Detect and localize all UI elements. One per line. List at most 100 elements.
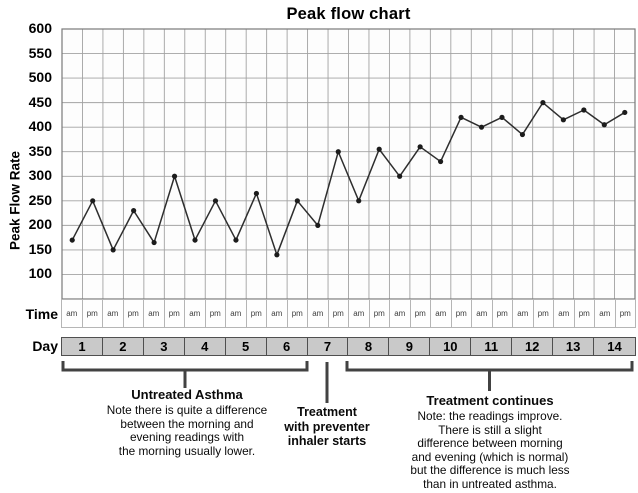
- data-point-marker: [151, 239, 157, 246]
- data-point-marker: [376, 146, 382, 152]
- data-point-marker: [212, 198, 219, 204]
- untreated-asthma-body: Note there is quite a difference between …: [62, 403, 312, 458]
- time-cell: pm: [82, 299, 103, 328]
- annotation-line: Note there is quite a difference: [106, 403, 268, 417]
- y-tick-label: 450: [28, 93, 52, 110]
- day-cell: 12: [512, 338, 554, 355]
- treatment-continues-heading: Treatment continues: [426, 393, 554, 408]
- annotation-line: Treatment: [297, 405, 357, 419]
- preventer-inhaler-note: Treatment with preventer inhaler starts: [262, 405, 392, 449]
- time-cell: pm: [615, 299, 636, 328]
- data-point-marker: [335, 149, 341, 155]
- time-cell: pm: [533, 299, 554, 328]
- time-cell: pm: [287, 299, 308, 328]
- time-cell: pm: [205, 299, 226, 328]
- time-cell: pm: [451, 299, 472, 328]
- day-cell: 3: [143, 338, 185, 355]
- annotation-line: with preventer: [284, 419, 370, 434]
- time-row: am pm am pm am pm am pm am pm am pm am pm am pm am pm am pm…: [61, 299, 636, 328]
- annotation-line: than in untreated asthma.: [423, 476, 557, 491]
- data-point-marker: [519, 131, 526, 138]
- data-point-marker: [90, 198, 96, 204]
- day-cell: 4: [184, 338, 226, 355]
- y-tick-label: 300: [28, 167, 52, 184]
- data-point-marker: [233, 237, 239, 243]
- data-point-marker: [437, 158, 444, 165]
- continues-bracket: [345, 361, 634, 372]
- time-cell: pm: [164, 299, 185, 328]
- time-cell: am: [103, 299, 124, 328]
- time-cell: am: [390, 299, 411, 328]
- day-row: 1 2 3 4 5 6 7 8 9 10 11 12 13 14: [61, 337, 636, 356]
- treatment-continues-body: Note: the readings improve. There is stil…: [362, 409, 618, 492]
- time-cell: am: [185, 299, 206, 328]
- y-axis-labels: 600 550 500 450 400 350 300 250 200 150 100: [0, 0, 57, 310]
- annotation-line: between the morning and: [120, 416, 254, 431]
- annotation-line: There is still a slight: [438, 422, 542, 437]
- peak-flow-line: [71, 101, 626, 256]
- y-tick-label: 400: [28, 118, 52, 135]
- data-point-marker: [417, 144, 423, 150]
- data-point-marker: [601, 122, 607, 128]
- data-point-marker: [478, 124, 485, 130]
- y-tick-label: 600: [28, 20, 52, 36]
- time-cell: am: [513, 299, 534, 328]
- day-cell: 14: [594, 338, 635, 355]
- data-point-marker: [171, 173, 178, 179]
- day-cell: 5: [225, 338, 267, 355]
- annotation-line: the morning usually lower.: [118, 443, 256, 458]
- data-point-marker: [253, 190, 260, 197]
- data-point-marker: [499, 114, 505, 120]
- day-cell: 8: [348, 338, 390, 355]
- day-cell: 1: [62, 338, 103, 355]
- time-cell: am: [226, 299, 247, 328]
- time-cell: am: [554, 299, 575, 328]
- time-cell: am: [62, 299, 83, 328]
- preventer-inhaler-body: Treatment with preventer inhaler starts: [262, 405, 392, 449]
- untreated-asthma-note: Untreated Asthma Note there is quite a d…: [62, 387, 312, 458]
- day-cell: 9: [389, 338, 431, 355]
- y-tick-label: 500: [28, 69, 52, 86]
- time-cell: am: [349, 299, 370, 328]
- y-tick-label: 150: [28, 240, 52, 257]
- annotation-line: but the difference is much less: [410, 463, 570, 478]
- day-cell: 10: [430, 338, 472, 355]
- time-cell: am: [595, 299, 616, 328]
- data-point-marker: [356, 198, 362, 204]
- day-cell: 13: [553, 338, 595, 355]
- day-cell: 7: [307, 338, 349, 355]
- data-point-marker: [581, 107, 587, 113]
- annotation-line: Note: the readings improve.: [417, 409, 563, 423]
- data-point-marker: [294, 198, 300, 204]
- time-cell: pm: [492, 299, 513, 328]
- data-point-marker: [315, 222, 321, 228]
- y-tick-label: 200: [28, 216, 52, 233]
- time-cell: pm: [369, 299, 390, 328]
- time-cell: am: [472, 299, 493, 328]
- data-point-marker: [274, 252, 280, 258]
- y-tick-label: 550: [28, 44, 52, 61]
- day-cell: 11: [471, 338, 513, 355]
- annotation-line: inhaler starts: [287, 434, 367, 448]
- time-cell: pm: [246, 299, 267, 328]
- data-point-marker: [69, 237, 75, 243]
- data-point-marker: [110, 247, 116, 253]
- time-cell: pm: [123, 299, 144, 328]
- time-row-label: Time: [25, 306, 58, 322]
- untreated-bracket: [61, 361, 309, 372]
- data-point-marker: [622, 109, 628, 116]
- chart-title: Peak flow chart: [286, 5, 411, 23]
- day-cell: 6: [266, 338, 308, 355]
- time-cell: pm: [410, 299, 431, 328]
- data-point-marker: [560, 117, 566, 123]
- y-tick-label: 350: [28, 142, 52, 159]
- untreated-asthma-heading: Untreated Asthma: [131, 387, 243, 402]
- y-tick-label: 250: [28, 191, 52, 208]
- data-point-marker: [397, 173, 403, 179]
- data-point-marker: [131, 208, 137, 214]
- annotation-line: and evening (which is normal): [411, 449, 569, 464]
- day-cell: 2: [102, 338, 144, 355]
- time-cell: am: [144, 299, 165, 328]
- time-cell: pm: [574, 299, 595, 328]
